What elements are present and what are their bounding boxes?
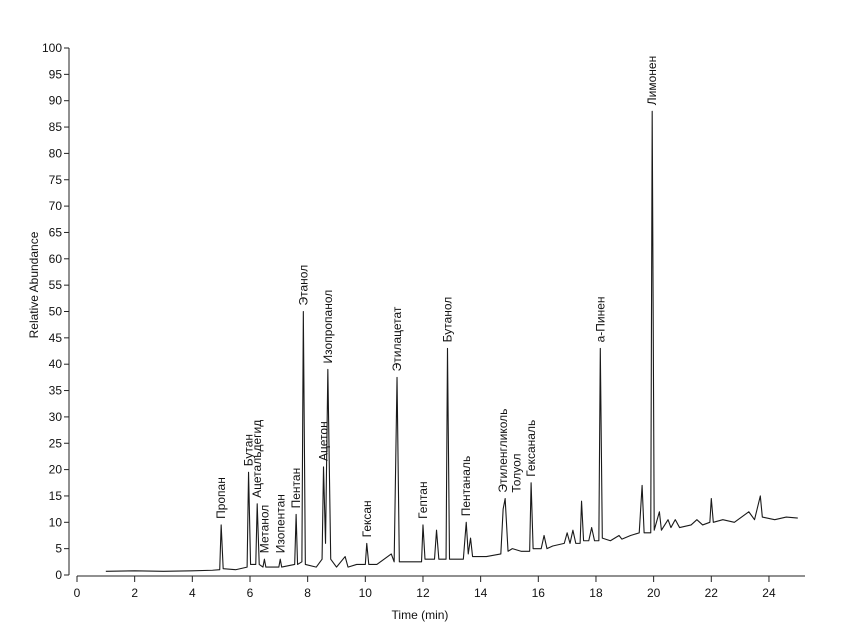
y-tick-label: 60 <box>49 252 63 266</box>
peak-label: Ацетон <box>317 421 331 461</box>
y-tick-label: 15 <box>49 489 63 503</box>
y-tick-label: 50 <box>49 305 63 319</box>
y-tick-label: 65 <box>49 225 63 239</box>
peak-label: а-Пинен <box>593 296 607 342</box>
y-tick-label: 95 <box>49 67 63 81</box>
peak-label: Гексан <box>360 500 374 537</box>
x-tick-label: 12 <box>416 586 430 600</box>
x-tick-label: 20 <box>647 586 661 600</box>
y-tick-label: 100 <box>42 41 62 55</box>
peak-label: Ацетальдегид <box>250 420 264 498</box>
peak-label: Пентан <box>289 468 303 509</box>
peak-label: Толуол <box>510 454 524 493</box>
y-tick-label: 55 <box>49 278 63 292</box>
peak-label: Гептан <box>416 481 430 519</box>
peak-label: Изопропанол <box>321 290 335 364</box>
x-tick-label: 24 <box>762 586 776 600</box>
peak-label: Лимонен <box>645 56 659 105</box>
peak-label: Этилацетат <box>390 306 404 371</box>
x-tick-label: 14 <box>474 586 488 600</box>
x-tick-label: 4 <box>189 586 196 600</box>
peak-label: Изопентан <box>273 494 287 553</box>
x-tick-label: 6 <box>247 586 254 600</box>
peak-label: Этанол <box>296 265 310 306</box>
peak-label: Метанол <box>257 505 271 553</box>
x-tick-label: 8 <box>304 586 311 600</box>
y-tick-label: 85 <box>49 120 63 134</box>
x-axis-label: Time (min) <box>392 608 449 622</box>
peak-label: Бутанол <box>440 297 454 343</box>
peak-label: Бутан <box>242 434 256 466</box>
y-tick-label: 40 <box>49 357 63 371</box>
peak-label: Пропан <box>214 477 228 519</box>
y-tick-label: 20 <box>49 463 63 477</box>
y-tick-label: 45 <box>49 331 63 345</box>
y-tick-label: 10 <box>49 515 63 529</box>
x-tick-label: 0 <box>74 586 81 600</box>
peak-label: Этиленгликоль <box>496 409 510 493</box>
y-axis-label: Relative Abundance <box>27 231 41 338</box>
peak-label: Гексаналь <box>524 420 538 477</box>
x-tick-label: 2 <box>131 586 138 600</box>
x-tick-label: 18 <box>589 586 603 600</box>
y-tick-label: 80 <box>49 146 63 160</box>
y-tick-label: 90 <box>49 94 63 108</box>
x-tick-label: 22 <box>705 586 719 600</box>
y-tick-label: 0 <box>55 568 62 582</box>
y-tick-label: 75 <box>49 173 63 187</box>
y-tick-label: 70 <box>49 199 63 213</box>
y-tick-label: 30 <box>49 410 63 424</box>
x-tick-label: 10 <box>359 586 373 600</box>
y-tick-label: 35 <box>49 384 63 398</box>
y-tick-label: 25 <box>49 436 63 450</box>
y-tick-label: 5 <box>55 542 62 556</box>
peak-label: Пентаналь <box>459 456 473 517</box>
trace <box>105 110 798 572</box>
x-tick-label: 16 <box>532 586 546 600</box>
